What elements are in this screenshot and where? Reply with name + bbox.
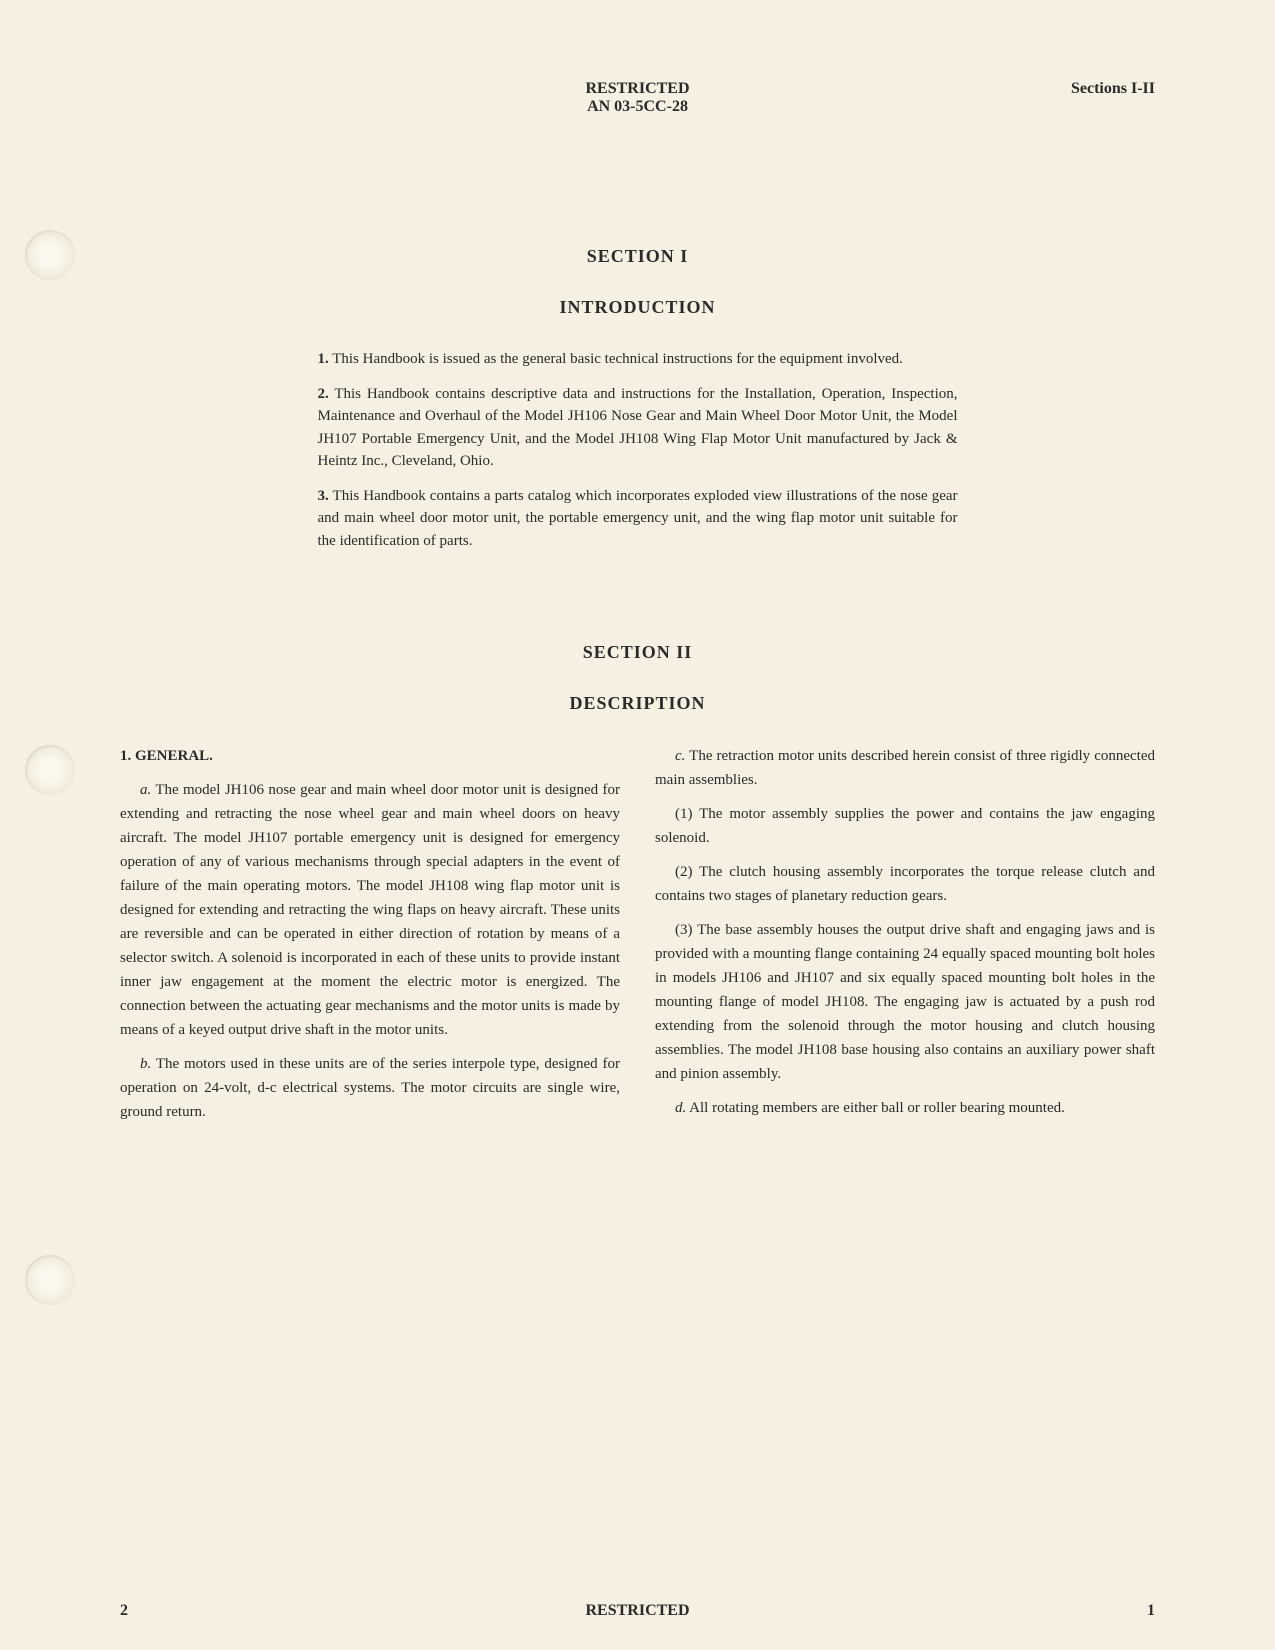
para-letter: b. bbox=[140, 1056, 151, 1072]
para-text: The model JH106 nose gear and main wheel… bbox=[120, 782, 620, 1038]
introduction-content: 1. This Handbook is issued as the genera… bbox=[318, 348, 958, 552]
footer-left-number: 2 bbox=[120, 1602, 128, 1620]
para-text: The motors used in these units are of th… bbox=[120, 1056, 620, 1120]
footer-classification: RESTRICTED bbox=[585, 1602, 689, 1620]
para-a: a. The model JH106 nose gear and main wh… bbox=[120, 778, 620, 1042]
para-text: The retraction motor units described her… bbox=[655, 748, 1155, 788]
sub-para-3: (3) The base assembly houses the output … bbox=[655, 918, 1155, 1086]
para-num: 2. bbox=[318, 386, 329, 402]
page-header: RESTRICTED AN 03-5CC-28 Sections I-II bbox=[120, 80, 1155, 116]
right-column: c. The retraction motor units described … bbox=[655, 744, 1155, 1134]
para-letter: a. bbox=[140, 782, 151, 798]
page-footer: 2 RESTRICTED 1 bbox=[0, 1602, 1275, 1620]
footer-right-number: 1 bbox=[1147, 1602, 1155, 1620]
section1-title: SECTION I bbox=[120, 246, 1155, 267]
para-letter: d. bbox=[675, 1100, 686, 1116]
intro-paragraph-3: 3. This Handbook contains a parts catalo… bbox=[318, 485, 958, 553]
intro-paragraph-2: 2. This Handbook contains descriptive da… bbox=[318, 383, 958, 473]
classification-label: RESTRICTED bbox=[120, 80, 1155, 98]
para-num: 1. bbox=[318, 351, 329, 367]
section2-subtitle: DESCRIPTION bbox=[120, 693, 1155, 714]
para-d: d. All rotating members are either ball … bbox=[655, 1096, 1155, 1120]
description-content: 1. GENERAL. a. The model JH106 nose gear… bbox=[120, 744, 1155, 1134]
para-letter: c. bbox=[675, 748, 685, 764]
section2-title: SECTION II bbox=[120, 642, 1155, 663]
para-text: This Handbook is issued as the general b… bbox=[329, 351, 903, 367]
sub-para-2: (2) The clutch housing assembly incorpor… bbox=[655, 860, 1155, 908]
left-column: 1. GENERAL. a. The model JH106 nose gear… bbox=[120, 744, 620, 1134]
punch-hole bbox=[25, 230, 75, 280]
intro-paragraph-1: 1. This Handbook is issued as the genera… bbox=[318, 348, 958, 371]
para-text: This Handbook contains a parts catalog w… bbox=[318, 488, 958, 549]
para-num: 3. bbox=[318, 488, 329, 504]
sections-label: Sections I-II bbox=[1071, 80, 1155, 98]
para-text: All rotating members are either ball or … bbox=[686, 1100, 1065, 1116]
punch-hole bbox=[25, 1255, 75, 1305]
document-code: AN 03-5CC-28 bbox=[120, 98, 1155, 116]
para-b: b. The motors used in these units are of… bbox=[120, 1052, 620, 1124]
general-heading: 1. GENERAL. bbox=[120, 744, 620, 768]
sub-para-1: (1) The motor assembly supplies the powe… bbox=[655, 802, 1155, 850]
para-text: This Handbook contains descriptive data … bbox=[318, 386, 958, 470]
para-c: c. The retraction motor units described … bbox=[655, 744, 1155, 792]
section1-subtitle: INTRODUCTION bbox=[120, 297, 1155, 318]
punch-hole bbox=[25, 745, 75, 795]
